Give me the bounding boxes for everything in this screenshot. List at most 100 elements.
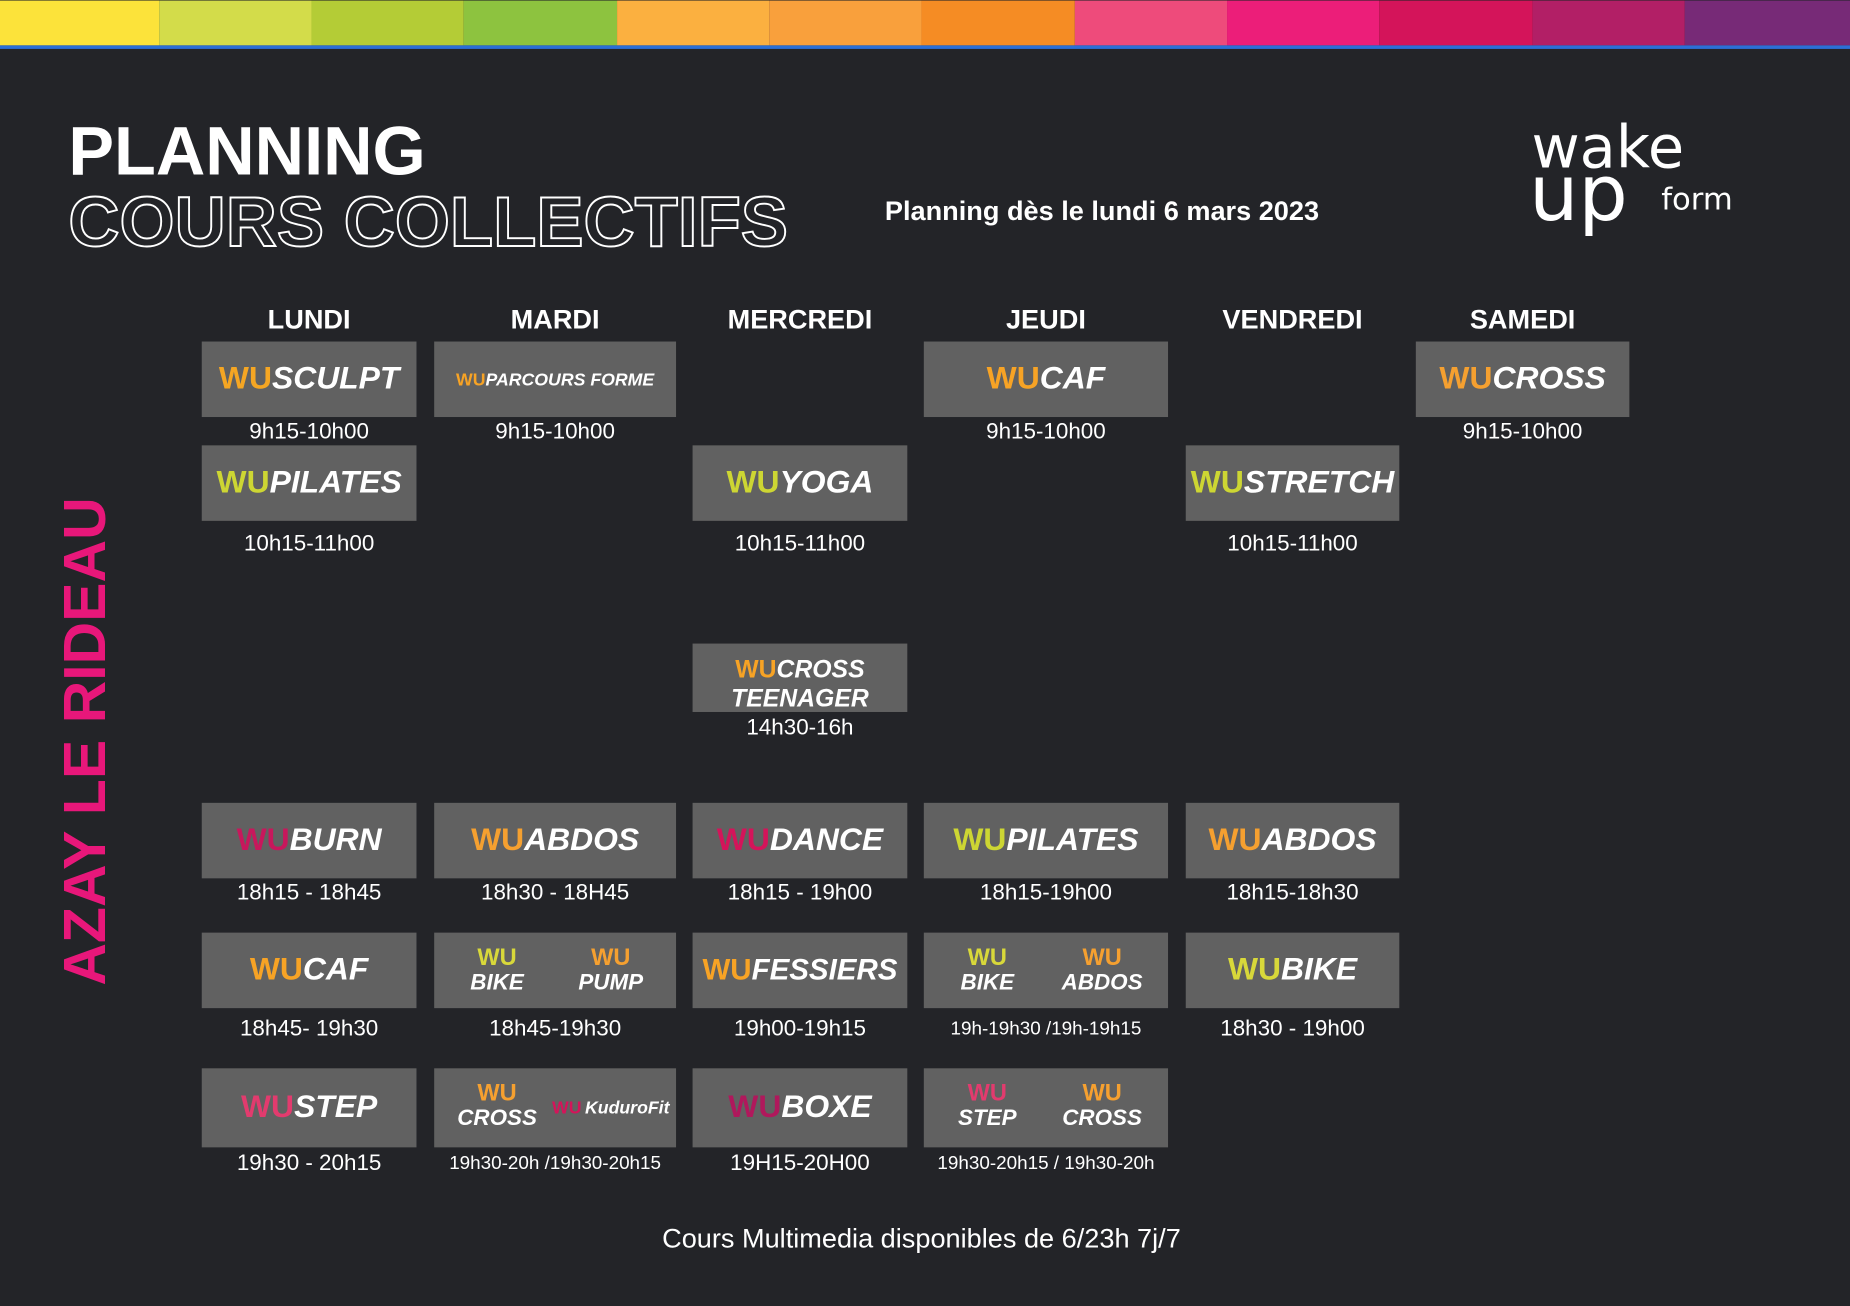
class-label: WUCROSS xyxy=(1439,360,1605,396)
class-box xyxy=(201,802,417,879)
class-name: BIKE xyxy=(961,969,1016,994)
class-time: 18h45-19h30 xyxy=(489,1015,621,1040)
class-box xyxy=(434,341,677,418)
class-box xyxy=(692,802,908,879)
class-line2: TEENAGER xyxy=(731,686,869,713)
color-bar xyxy=(0,0,1850,49)
subtitle: Planning dès le lundi 6 mars 2023 xyxy=(885,195,1319,226)
class-name: FESSIERS xyxy=(752,953,898,986)
class-label: WUSTRETCH xyxy=(1191,464,1395,500)
class-name: CROSS xyxy=(1062,1105,1142,1130)
class-name: CROSS xyxy=(457,1105,537,1130)
class-label: WUBOXE xyxy=(728,1088,873,1124)
class-label: WUCAF xyxy=(250,951,370,987)
class-label: WUDANCE xyxy=(717,821,885,857)
logo: wake up form xyxy=(1529,113,1733,240)
class-label: WU KuduroFit xyxy=(552,1097,671,1117)
class-time: 9h15-10h00 xyxy=(1463,418,1583,443)
class-name: STRETCH xyxy=(1244,464,1395,500)
class-label: WUPILATES xyxy=(953,821,1138,857)
class-time: 19h30-20h /19h30-20h15 xyxy=(449,1152,661,1173)
class-box xyxy=(201,1068,417,1148)
class-name: STEP xyxy=(958,1105,1017,1130)
class-prefix: WU xyxy=(1191,464,1244,500)
class-label: WUABDOS xyxy=(1208,821,1376,857)
class-box xyxy=(923,341,1169,418)
class-label: WUCAF xyxy=(987,360,1107,396)
class-name: DANCE xyxy=(770,821,885,857)
class-label: WUPILATES xyxy=(217,464,402,500)
class-time: 18h30 - 18H45 xyxy=(481,880,629,905)
class-box xyxy=(1415,341,1630,418)
class-time: 18h15-18h30 xyxy=(1226,880,1358,905)
class-prefix: WU xyxy=(591,944,630,970)
title2: COURS COLLECTIFS xyxy=(68,183,788,262)
class-prefix: WU xyxy=(250,951,303,987)
class-box xyxy=(434,1068,677,1148)
class-name: CROSS xyxy=(777,656,866,683)
class-box xyxy=(692,1068,908,1148)
class-time: 18h15 - 19h00 xyxy=(728,880,873,905)
class-time: 10h15-11h00 xyxy=(1227,530,1357,555)
class-label: WUYOGA xyxy=(727,464,874,500)
class-prefix: WU xyxy=(1082,1079,1121,1105)
class-time: 18h45- 19h30 xyxy=(240,1015,378,1040)
class-time: 18h30 - 19h00 xyxy=(1220,1015,1365,1040)
day-header: JEUDI xyxy=(1006,304,1086,335)
logo-wake: wake xyxy=(1531,113,1684,182)
class-prefix: WU xyxy=(1228,951,1281,987)
class-box xyxy=(1185,445,1400,521)
class-box xyxy=(692,643,908,712)
day-header: VENDREDI xyxy=(1222,304,1362,335)
class-name: PARCOURS FORME xyxy=(486,369,656,389)
class-box xyxy=(201,932,417,1009)
class-prefix: WU xyxy=(727,464,780,500)
class-name: SCULPT xyxy=(272,360,402,396)
class-name: PILATES xyxy=(1006,821,1138,857)
class-prefix: WU xyxy=(728,1088,781,1124)
class-label: WUBIKE xyxy=(1228,951,1359,987)
class-prefix: WU xyxy=(702,953,751,986)
class-prefix: WU xyxy=(219,360,272,396)
class-name: YOGA xyxy=(780,464,874,500)
day-header: LUNDI xyxy=(268,304,351,335)
class-name: CAF xyxy=(1040,360,1107,396)
class-prefix: WU xyxy=(237,821,290,857)
class-label: WUSTEP xyxy=(241,1088,378,1124)
class-name: BIKE xyxy=(1281,951,1359,987)
class-prefix: WU xyxy=(717,821,770,857)
class-prefix: WU xyxy=(477,944,516,970)
class-name: ABDOS xyxy=(1261,821,1377,857)
class-prefix: WU xyxy=(1439,360,1492,396)
day-header: MARDI xyxy=(511,304,600,335)
day-header: MERCREDI xyxy=(728,304,873,335)
class-box xyxy=(434,932,677,1009)
class-prefix: WU xyxy=(968,1079,1007,1105)
class-name: KuduroFit xyxy=(585,1097,671,1117)
class-prefix: WU xyxy=(241,1088,294,1124)
class-time: 9h15-10h00 xyxy=(986,418,1106,443)
logo-up: up xyxy=(1529,149,1628,239)
class-box xyxy=(923,932,1169,1009)
title: PLANNING xyxy=(68,112,425,189)
class-prefix: WU xyxy=(471,821,524,857)
class-label: WUABDOS xyxy=(471,821,639,857)
class-name: BIKE xyxy=(470,969,525,994)
footer: Cours Multimedia disponibles de 6/23h 7j… xyxy=(662,1223,1181,1254)
class-prefix: WU xyxy=(217,464,270,500)
class-time: 9h15-10h00 xyxy=(249,418,369,443)
day-header: SAMEDI xyxy=(1470,304,1576,335)
class-time: 14h30-16h xyxy=(746,714,853,739)
class-name: STEP xyxy=(294,1088,378,1124)
class-box xyxy=(692,932,908,1009)
class-box xyxy=(923,1068,1169,1148)
class-time: 19H15-20H00 xyxy=(730,1150,870,1175)
class-time: 10h15-11h00 xyxy=(244,530,374,555)
class-box xyxy=(434,802,677,879)
class-box xyxy=(1185,802,1400,879)
class-prefix: WU xyxy=(456,369,485,389)
class-label: WUBURN xyxy=(237,821,383,857)
class-time: 19h30-20h15 / 19h30-20h xyxy=(937,1152,1154,1173)
class-name: PUMP xyxy=(578,969,643,994)
class-time: 9h15-10h00 xyxy=(495,418,615,443)
